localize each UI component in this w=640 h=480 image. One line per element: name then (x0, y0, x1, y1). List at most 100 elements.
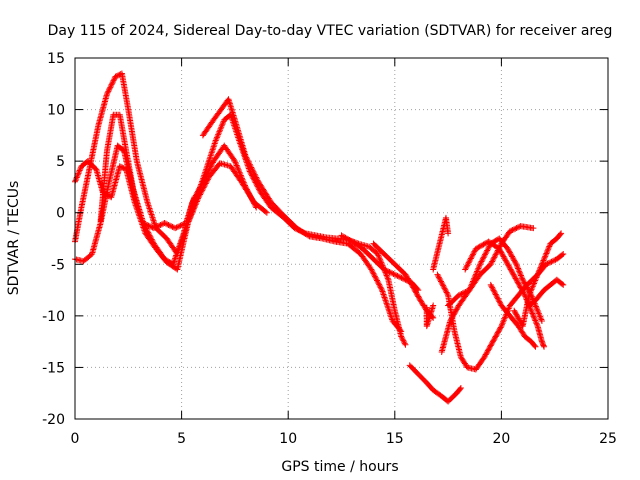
data-point (483, 248, 490, 255)
data-point (398, 334, 405, 341)
chart-title: Day 115 of 2024, Sidereal Day-to-day VTE… (48, 23, 613, 39)
data-point (463, 288, 470, 295)
data-point (375, 252, 382, 259)
data-point (477, 261, 484, 268)
data-point (502, 257, 509, 264)
data-point (517, 272, 524, 279)
data-point (158, 221, 165, 228)
data-point (153, 223, 160, 230)
data-point (387, 310, 394, 317)
data-point (232, 159, 239, 166)
data-point (376, 282, 383, 289)
data-point (246, 161, 253, 168)
data-point (534, 321, 541, 328)
data-point (249, 167, 256, 174)
data-point (253, 174, 260, 181)
data-point (517, 284, 524, 291)
data-point (533, 274, 540, 281)
data-point (201, 183, 208, 190)
series-pass-13 (445, 223, 537, 309)
data-point (150, 225, 157, 232)
data-point (77, 166, 84, 173)
data-point (165, 221, 172, 228)
data-point (506, 265, 513, 272)
data-point (166, 222, 173, 229)
data-point (387, 269, 394, 276)
data-point (494, 294, 501, 301)
data-point (482, 251, 489, 258)
data-point (490, 255, 497, 262)
data-point (112, 73, 119, 80)
data-point (544, 247, 551, 254)
data-point (489, 257, 496, 264)
data-point (499, 320, 506, 327)
data-point (144, 200, 151, 207)
data-point (536, 312, 543, 319)
data-point (384, 303, 391, 310)
data-point (542, 253, 549, 260)
series-pass-16 (511, 230, 565, 330)
data-point (515, 280, 522, 287)
data-point (382, 267, 389, 274)
data-point (480, 241, 487, 248)
data-point (449, 314, 456, 321)
data-point (530, 280, 537, 287)
data-point (374, 277, 381, 284)
data-point (199, 187, 206, 194)
data-point (447, 316, 454, 323)
data-point (75, 170, 82, 177)
data-point (485, 244, 492, 251)
series-pass-7 (370, 240, 437, 321)
data-point (520, 289, 527, 296)
data-point (499, 321, 506, 328)
data-point (532, 343, 539, 350)
plot-frame (74, 57, 609, 420)
data-point (389, 270, 396, 277)
data-point (231, 156, 238, 163)
data-point (251, 171, 258, 178)
data-point (519, 288, 526, 295)
data-point (439, 281, 446, 288)
data-point (108, 81, 115, 88)
data-point (488, 259, 495, 266)
x-axis-label: GPS time / hours (281, 459, 398, 475)
data-point (415, 294, 422, 301)
data-point (213, 136, 220, 143)
data-point (120, 165, 127, 172)
data-point (206, 166, 213, 173)
data-point (539, 339, 546, 346)
data-point (233, 162, 240, 169)
data-point (369, 267, 376, 274)
data-point (532, 276, 539, 283)
data-point (493, 332, 500, 339)
data-point (457, 385, 464, 392)
data-point (519, 275, 526, 282)
data-point (74, 171, 81, 178)
x-tick-label: 0 (71, 431, 80, 447)
data-point (399, 275, 406, 282)
data-point (200, 184, 207, 191)
data-point (204, 177, 211, 184)
data-point (517, 271, 524, 278)
data-point (534, 271, 541, 278)
data-point (464, 262, 471, 269)
data-point (538, 261, 545, 268)
data-point (215, 130, 222, 137)
data-point (447, 318, 454, 325)
data-point (492, 290, 499, 297)
data-point (381, 266, 388, 273)
data-point (434, 271, 441, 278)
data-point (522, 281, 529, 288)
data-point (410, 285, 417, 292)
data-point (536, 265, 543, 272)
data-point (476, 262, 483, 269)
data-point (73, 175, 80, 182)
data-point (412, 288, 419, 295)
data-point (544, 260, 551, 267)
data-point (379, 287, 386, 294)
series-pass-17 (526, 276, 567, 309)
data-point (503, 258, 510, 265)
data-point (538, 316, 545, 323)
data-point (209, 148, 216, 155)
